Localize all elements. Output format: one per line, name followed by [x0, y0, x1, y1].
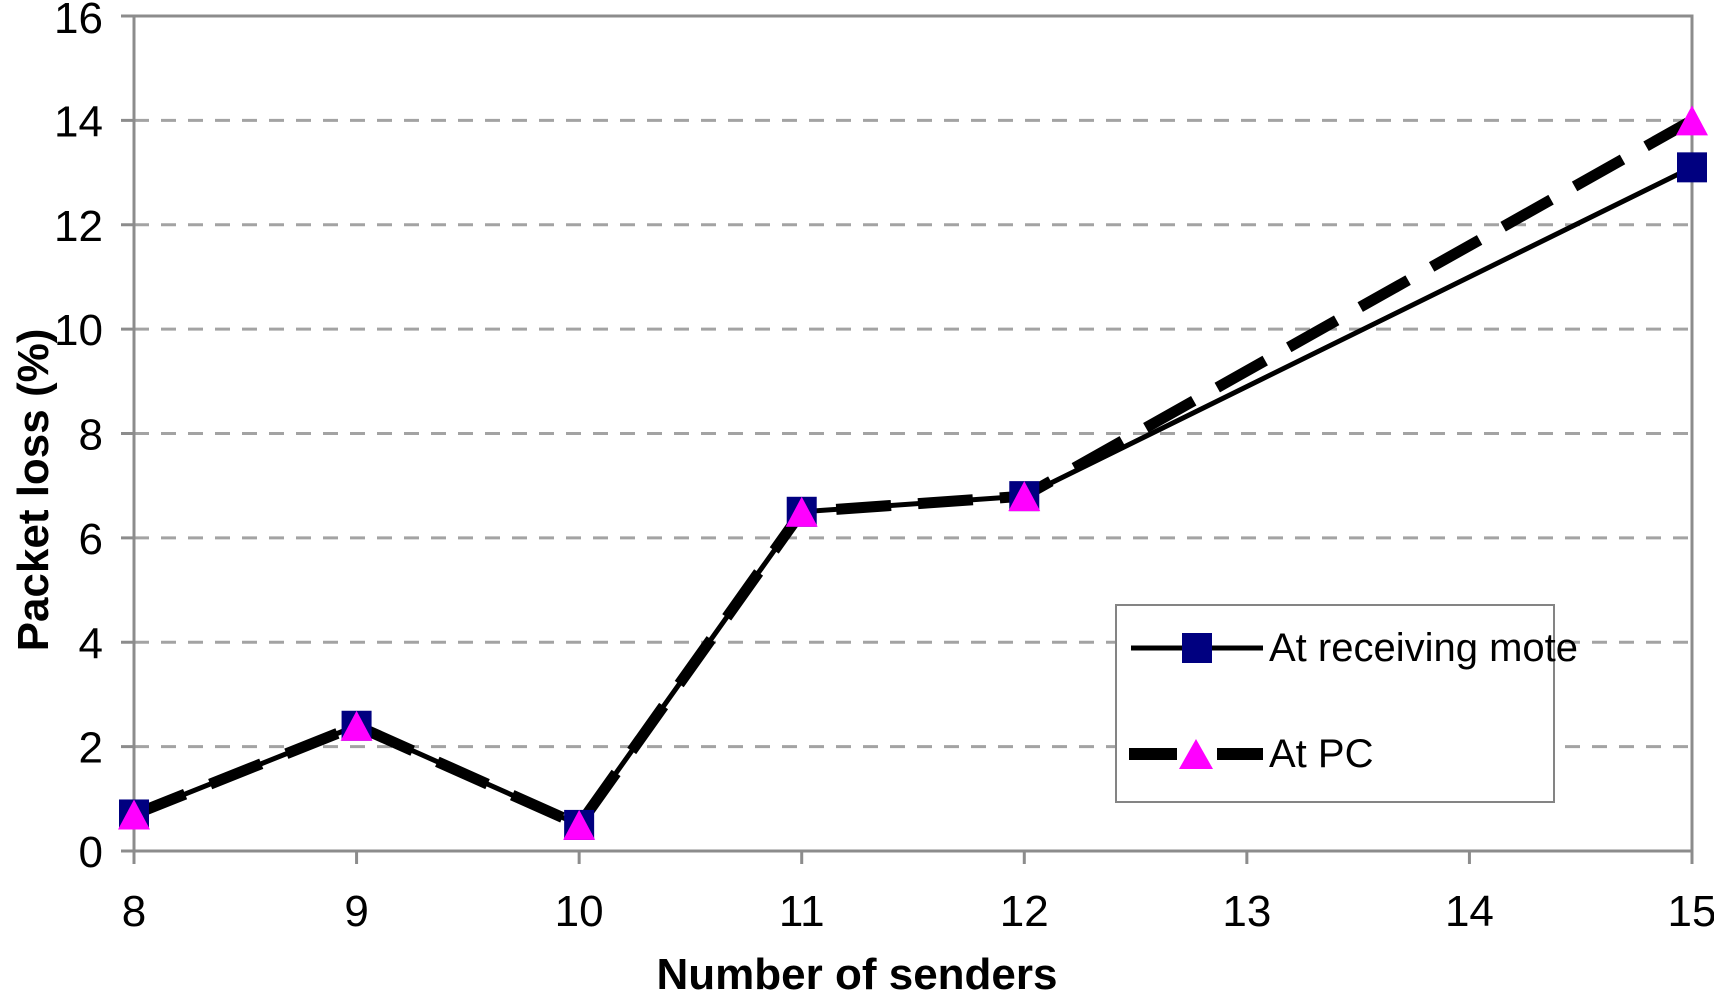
y-tick-label-0: 0 [79, 828, 103, 877]
x-tick-label-15: 15 [1668, 887, 1714, 936]
legend-item-pc: At PC [1129, 726, 1373, 782]
legend: At receiving mote At PC [1115, 604, 1578, 803]
legend-sample-dash-triangle-icon [1129, 739, 1263, 769]
x-tick-label-10: 10 [555, 887, 604, 936]
y-tick-label-16: 16 [54, 0, 103, 43]
x-tick-label-9: 9 [344, 887, 368, 936]
legend-label-pc: At PC [1269, 731, 1374, 776]
marker-square-at-receiving-mote-x15 [1677, 152, 1707, 183]
marker-triangle-at-pc-x10 [563, 809, 596, 840]
y-tick-label-14: 14 [54, 97, 103, 146]
legend-marker-square [1182, 633, 1212, 663]
y-tick-label-12: 12 [54, 202, 103, 251]
x-axis-title: Number of senders [656, 950, 1058, 999]
legend-item-receiving-mote: At receiving mote [1129, 620, 1578, 676]
legend-dash-2 [1217, 748, 1263, 760]
marker-triangle-at-pc-x8 [118, 799, 150, 830]
y-tick-label-10: 10 [54, 306, 103, 355]
marker-triangle-at-pc-x11 [785, 496, 818, 527]
series-line-at-pc [131, 115, 1695, 832]
y-tick-label-2: 2 [79, 724, 103, 773]
x-tick-label-8: 8 [122, 887, 146, 936]
marker-triangle-at-pc-x12 [1008, 481, 1041, 512]
x-tick-label-13: 13 [1222, 887, 1271, 936]
y-axis-title: Packet loss (%) [9, 328, 58, 652]
x-tick-label-11: 11 [779, 887, 825, 936]
x-tick-label-12: 12 [1000, 887, 1049, 936]
marker-triangle-at-pc-x9 [340, 710, 373, 741]
marker-triangle-at-pc-x15 [1676, 105, 1708, 136]
legend-marker-triangle [1179, 739, 1213, 769]
x-tick-label-14: 14 [1445, 887, 1494, 936]
y-tick-label-6: 6 [79, 515, 103, 564]
legend-label-receiving-mote: At receiving mote [1269, 625, 1579, 670]
legend-dash-1 [1129, 748, 1177, 760]
y-tick-label-8: 8 [79, 411, 103, 460]
y-tick-label-4: 4 [79, 619, 103, 668]
legend-sample-line-square-icon [1131, 633, 1263, 663]
